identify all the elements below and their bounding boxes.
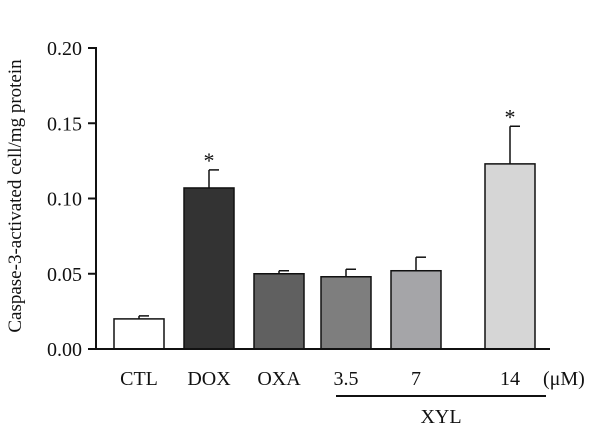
bar-14 xyxy=(484,163,536,350)
y-axis-title: Caspase-3-activated cell/mg protein xyxy=(5,59,26,333)
bar-7 xyxy=(390,269,442,350)
bar-oxa xyxy=(253,273,305,350)
significance-marker: * xyxy=(505,104,516,129)
x-tick-label: 14 xyxy=(500,368,520,390)
y-tick-label: 0.20 xyxy=(47,38,82,60)
bar-3-5 xyxy=(320,276,372,350)
x-labels-layer: CTL DOX OXA 3.5 7 14 xyxy=(120,368,520,390)
x-tick-label: CTL xyxy=(120,368,158,390)
x-tick-label: DOX xyxy=(187,368,231,390)
y-tick-label: 0.00 xyxy=(47,339,82,361)
y-tick-label: 0.10 xyxy=(47,189,82,211)
group-label: XYL xyxy=(420,406,461,428)
y-ticks-layer: 0.00 0.05 0.10 0.15 0.20 xyxy=(47,38,96,361)
x-tick-label: OXA xyxy=(257,368,301,390)
bar-dox xyxy=(183,187,235,350)
significance-marker: * xyxy=(204,148,215,173)
bar-ctl xyxy=(113,318,165,350)
y-tick-label: 0.05 xyxy=(47,264,82,286)
x-tick-label: 3.5 xyxy=(334,368,359,390)
bars-layer: ** xyxy=(113,104,536,350)
x-tick-label: 7 xyxy=(411,368,421,390)
unit-label: (μM) xyxy=(543,368,585,390)
y-tick-label: 0.15 xyxy=(47,113,82,135)
